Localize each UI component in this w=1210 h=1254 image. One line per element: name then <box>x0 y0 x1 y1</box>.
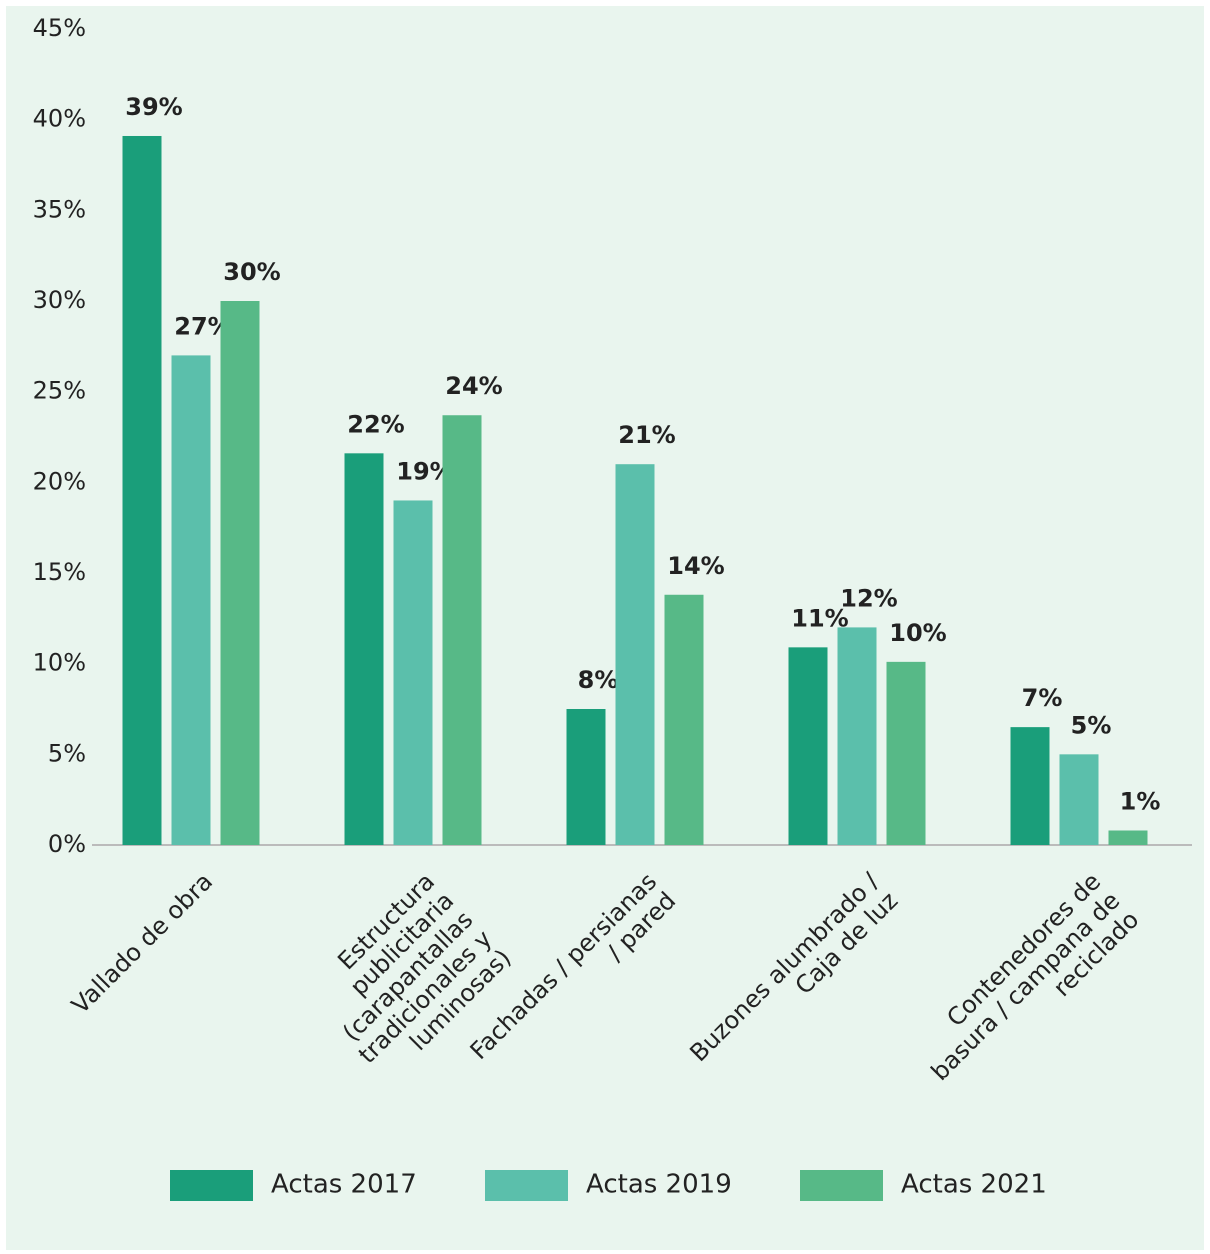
bar <box>393 500 433 845</box>
bar <box>442 415 482 845</box>
value-label: 24% <box>445 372 502 400</box>
legend-label: Actas 2021 <box>901 1170 1047 1200</box>
legend-label: Actas 2017 <box>271 1170 417 1200</box>
bar <box>1059 754 1099 845</box>
legend-swatch <box>800 1170 883 1201</box>
y-tick-label: 20% <box>33 467 86 495</box>
bar <box>837 627 877 845</box>
value-label: 10% <box>889 619 946 647</box>
y-tick-label: 30% <box>33 286 86 314</box>
bar <box>1010 727 1050 845</box>
y-tick-label: 0% <box>48 830 86 858</box>
bar <box>788 647 828 845</box>
bar <box>1108 830 1148 845</box>
y-tick-label: 40% <box>33 105 86 133</box>
y-tick-label: 45% <box>33 14 86 42</box>
value-label: 39% <box>125 93 182 121</box>
y-tick-label: 5% <box>48 739 86 767</box>
value-label: 30% <box>223 258 280 286</box>
legend-swatch <box>170 1170 253 1201</box>
bar <box>122 135 162 845</box>
value-label: 14% <box>667 552 724 580</box>
value-label: 21% <box>618 421 675 449</box>
value-label: 22% <box>347 410 404 438</box>
bar <box>886 661 926 845</box>
bar <box>566 709 606 845</box>
bar <box>220 301 260 845</box>
bar <box>615 464 655 845</box>
bar <box>344 453 384 845</box>
value-label: 5% <box>1071 711 1112 739</box>
value-label: 7% <box>1022 684 1063 712</box>
y-tick-label: 10% <box>33 649 86 677</box>
value-label: 8% <box>578 666 619 694</box>
value-label: 1% <box>1120 787 1161 815</box>
y-tick-label: 25% <box>33 377 86 405</box>
y-tick-label: 15% <box>33 558 86 586</box>
bar <box>171 355 211 845</box>
legend-label: Actas 2019 <box>586 1170 732 1200</box>
value-label: 12% <box>840 584 897 612</box>
y-tick-label: 35% <box>33 195 86 223</box>
legend-swatch <box>485 1170 568 1201</box>
bar <box>664 594 704 845</box>
